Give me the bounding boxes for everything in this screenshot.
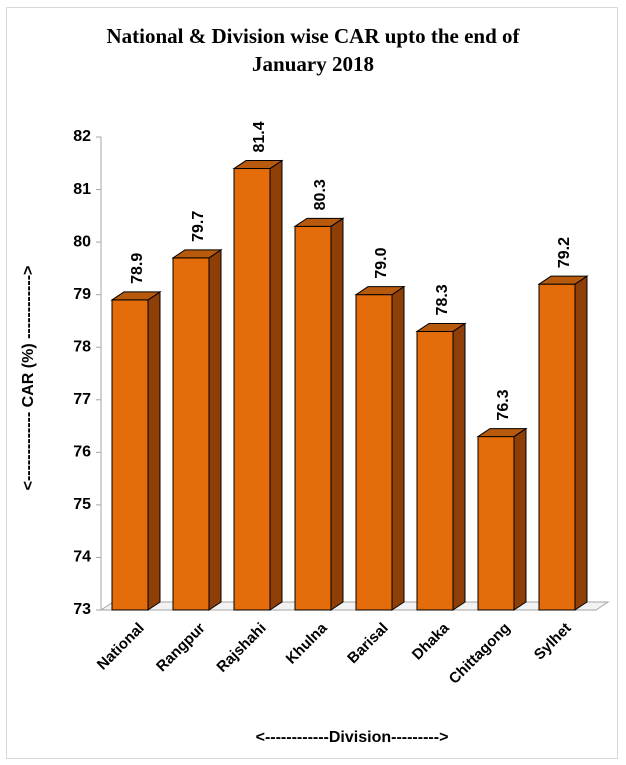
- y-tick-label: 78: [73, 338, 91, 355]
- bar-side: [147, 290, 161, 611]
- data-label: 80.3: [312, 179, 329, 210]
- bar-rajshahi: [232, 159, 284, 611]
- data-label: 78.9: [129, 253, 146, 284]
- x-tick-label: Barisal: [344, 620, 391, 667]
- data-label: 81.4: [251, 121, 268, 152]
- chart-title-line-2: January 2018: [252, 52, 374, 76]
- bar-top: [171, 249, 223, 259]
- bars: [110, 159, 589, 611]
- data-label: 76.3: [495, 389, 512, 420]
- bar-side: [391, 285, 405, 611]
- x-tick-label: Rangpur: [153, 620, 209, 676]
- bar-top: [415, 322, 467, 332]
- bar-rangpur: [171, 248, 223, 611]
- bar-barisal: [354, 285, 406, 611]
- y-tick-label: 76: [73, 444, 91, 461]
- y-tick-label: 77: [73, 391, 91, 408]
- bar-side: [513, 427, 527, 611]
- bar-top: [110, 291, 162, 301]
- y-tick-label: 79: [73, 286, 91, 303]
- bar-front: [416, 330, 454, 611]
- y-tick-label: 82: [73, 128, 91, 145]
- bar-chittagong: [476, 427, 528, 611]
- bar-top: [354, 286, 406, 296]
- bar-front: [111, 299, 149, 611]
- x-tick-label: National: [94, 620, 148, 674]
- bar-front: [233, 168, 271, 611]
- x-tick-label: Khulna: [283, 619, 331, 667]
- bar-top: [537, 275, 589, 285]
- bar-side: [269, 159, 283, 611]
- chart-title-line-1: National & Division wise CAR upto the en…: [106, 24, 520, 48]
- bar-side: [208, 248, 222, 611]
- bar-top: [232, 160, 284, 170]
- bar-front: [538, 283, 576, 611]
- y-tick-label: 80: [73, 233, 91, 250]
- bar-top: [293, 217, 345, 227]
- bar-dhaka: [415, 322, 467, 611]
- bar-khulna: [293, 217, 345, 611]
- x-tick-label: Sylhet: [531, 620, 575, 664]
- data-label: 79.0: [373, 247, 390, 278]
- y-axis-label: <------------- CAR (%) ------------>: [20, 266, 37, 491]
- x-tick-label: Dhaka: [409, 619, 453, 663]
- bar-national: [110, 290, 162, 611]
- bar-top: [476, 428, 528, 438]
- y-tick-label: 74: [73, 549, 91, 566]
- bar-front: [477, 436, 515, 611]
- y-axis: 73 74 75 76 77 78 79 80 81 82: [73, 128, 102, 618]
- bar-side: [574, 275, 588, 611]
- data-label: 79.2: [556, 237, 573, 268]
- bar-front: [294, 225, 332, 611]
- bar-front: [172, 257, 210, 611]
- x-tick-label: Chittagong: [446, 620, 514, 688]
- data-label: 79.7: [190, 211, 207, 242]
- data-labels: 78.9 79.7 81.4 80.3 79.0 78.3 76.3 79.2: [129, 121, 573, 420]
- x-axis-tick-labels: National Rangpur Rajshahi Khulna Barisal Dhak…: [94, 619, 575, 687]
- y-tick-label: 75: [73, 496, 91, 513]
- y-tick-label: 73: [73, 601, 91, 618]
- y-tick-label: 81: [73, 181, 91, 198]
- bar-front: [355, 294, 393, 611]
- bar-sylhet: [537, 275, 589, 611]
- bar-side: [452, 322, 466, 611]
- bar-side: [330, 217, 344, 611]
- x-tick-label: Rajshahi: [213, 620, 269, 676]
- data-label: 78.3: [434, 284, 451, 315]
- chart-title: National & Division wise CAR upto the en…: [0, 22, 626, 78]
- x-axis-label: <------------Division--------->: [256, 729, 449, 746]
